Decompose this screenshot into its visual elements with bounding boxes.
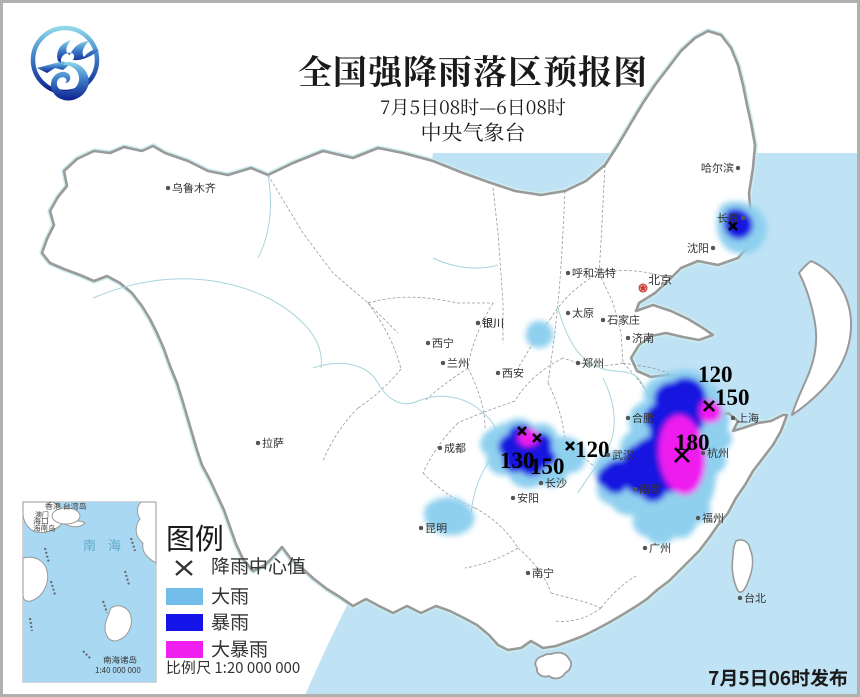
svg-text:太原: 太原	[572, 305, 594, 321]
svg-text:杭州: 杭州	[707, 445, 729, 461]
svg-text:上海: 上海	[737, 410, 759, 426]
svg-text:合肥: 合肥	[632, 410, 654, 426]
svg-text:呼和浩特: 呼和浩特	[572, 265, 616, 281]
svg-text:安阳: 安阳	[517, 490, 539, 506]
svg-text:海南岛: 海南岛	[33, 523, 56, 534]
svg-text:哈尔滨: 哈尔滨	[701, 160, 735, 176]
svg-text:南宁: 南宁	[532, 565, 554, 581]
svg-text:沈阳: 沈阳	[687, 240, 709, 256]
svg-text:暴雨: 暴雨	[211, 608, 249, 635]
svg-text:拉萨: 拉萨	[262, 435, 284, 451]
svg-text:降雨中心值: 降雨中心值	[211, 552, 306, 579]
svg-text:福州: 福州	[702, 510, 724, 526]
svg-text:长沙: 长沙	[545, 475, 567, 491]
svg-text:西安: 西安	[502, 365, 524, 381]
svg-text:银川: 银川	[482, 315, 504, 331]
svg-text:济南: 济南	[632, 330, 654, 346]
svg-text:成都: 成都	[444, 440, 466, 456]
svg-text:西宁: 西宁	[432, 335, 454, 351]
svg-text:1:40 000 000: 1:40 000 000	[95, 665, 141, 676]
svg-text:广州: 广州	[649, 540, 671, 556]
svg-text:香港 台湾岛: 香港 台湾岛	[45, 501, 87, 512]
svg-text:台北: 台北	[744, 590, 766, 606]
svg-text:石家庄: 石家庄	[607, 312, 640, 328]
svg-text:7月5日06时发布: 7月5日06时发布	[708, 664, 848, 691]
svg-text:海: 海	[108, 535, 121, 554]
svg-text:兰州: 兰州	[447, 355, 469, 371]
svg-text:南昌: 南昌	[639, 481, 661, 497]
svg-text:郑州: 郑州	[582, 355, 604, 371]
svg-text:乌鲁木齐: 乌鲁木齐	[172, 180, 216, 196]
svg-text:昆明: 昆明	[425, 520, 447, 536]
svg-text:120: 120	[575, 437, 610, 462]
svg-text:长春: 长春	[717, 210, 739, 226]
svg-text:150: 150	[715, 385, 750, 410]
svg-text:南: 南	[83, 535, 96, 554]
svg-text:北京: 北京	[648, 271, 672, 288]
svg-text:比例尺 1:20 000 000: 比例尺 1:20 000 000	[166, 657, 300, 678]
svg-text:大雨: 大雨	[211, 582, 249, 609]
svg-text:120: 120	[698, 362, 733, 387]
svg-text:武汉: 武汉	[612, 447, 634, 463]
